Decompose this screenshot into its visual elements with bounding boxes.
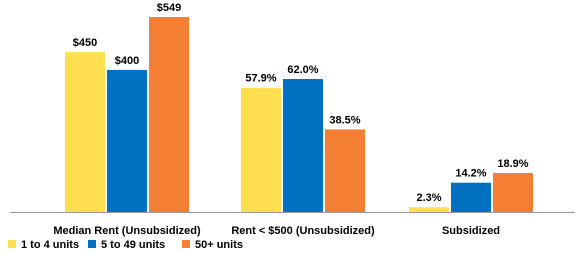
value-label: 2.3% [416, 192, 441, 204]
bar [149, 17, 189, 212]
value-label: 57.9% [245, 73, 276, 85]
value-label: 14.2% [455, 168, 486, 180]
legend-label: 50+ units [195, 239, 243, 251]
bar [409, 207, 449, 212]
bar [107, 69, 147, 213]
value-label: $549 [157, 2, 181, 14]
value-label: $450 [73, 37, 97, 49]
bar [325, 129, 365, 212]
value-label: $400 [115, 55, 139, 67]
x-tick-label: Median Rent (Unsubsidized) [53, 225, 201, 237]
x-tick-label: Subsidized [442, 225, 500, 237]
bar [241, 87, 281, 212]
value-label: 38.5% [329, 114, 360, 126]
bar [283, 79, 323, 212]
x-tick-label: Rent < $500 (Unsubsidized) [231, 225, 375, 237]
legend-swatch [8, 240, 16, 248]
bar [493, 173, 533, 212]
legend-swatch [88, 240, 96, 248]
bar [451, 182, 491, 212]
value-label: 62.0% [287, 64, 318, 76]
value-label: 18.9% [497, 158, 528, 170]
bar [65, 52, 105, 212]
legend-swatch [182, 240, 190, 248]
legend-label: 1 to 4 units [21, 239, 79, 251]
legend-label: 5 to 49 units [101, 239, 165, 251]
